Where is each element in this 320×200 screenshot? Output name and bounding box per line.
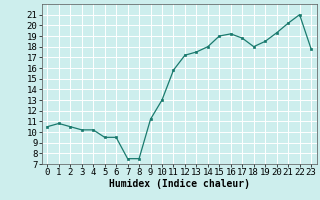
X-axis label: Humidex (Indice chaleur): Humidex (Indice chaleur) (109, 179, 250, 189)
